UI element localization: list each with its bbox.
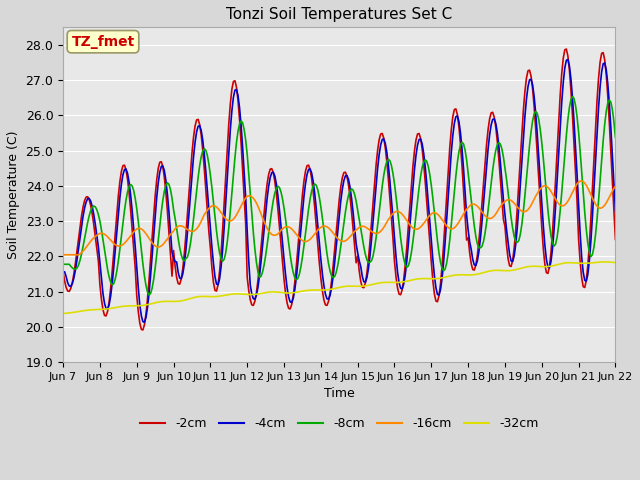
Text: TZ_fmet: TZ_fmet: [72, 35, 134, 48]
Title: Tonzi Soil Temperatures Set C: Tonzi Soil Temperatures Set C: [226, 7, 452, 22]
Legend: -2cm, -4cm, -8cm, -16cm, -32cm: -2cm, -4cm, -8cm, -16cm, -32cm: [135, 412, 543, 435]
X-axis label: Time: Time: [324, 387, 355, 400]
Y-axis label: Soil Temperature (C): Soil Temperature (C): [7, 131, 20, 259]
